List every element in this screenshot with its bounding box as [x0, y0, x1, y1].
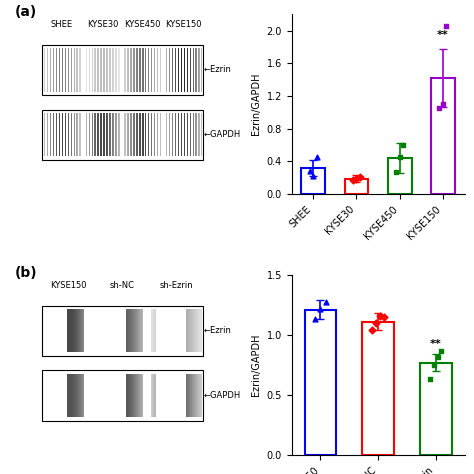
- Text: **: **: [430, 339, 442, 349]
- Point: [396, 154, 403, 161]
- Bar: [420, 363, 452, 455]
- Bar: [388, 158, 411, 194]
- Point: [356, 173, 364, 181]
- Text: KYSE150: KYSE150: [50, 281, 87, 290]
- Bar: [301, 168, 325, 194]
- Point: [373, 319, 380, 327]
- Point: [392, 168, 400, 176]
- Point: [313, 153, 320, 160]
- Point: [426, 376, 434, 383]
- Point: [430, 361, 438, 369]
- Bar: [42, 109, 203, 160]
- Bar: [362, 322, 394, 455]
- Point: [322, 298, 330, 305]
- Text: **: **: [437, 29, 449, 39]
- Text: sh-Ezrin: sh-Ezrin: [160, 281, 193, 290]
- Point: [434, 353, 441, 360]
- Bar: [42, 45, 203, 95]
- Y-axis label: Ezrin/GAPDH: Ezrin/GAPDH: [251, 73, 261, 136]
- Bar: [42, 306, 203, 356]
- Y-axis label: Ezrin/GAPDH: Ezrin/GAPDH: [251, 334, 261, 396]
- Point: [349, 176, 357, 184]
- Text: sh-NC: sh-NC: [110, 281, 135, 290]
- Point: [400, 141, 407, 149]
- Bar: [42, 371, 203, 421]
- Point: [376, 312, 384, 319]
- Point: [439, 100, 447, 108]
- Point: [306, 167, 314, 175]
- Point: [443, 23, 450, 30]
- Point: [311, 316, 319, 323]
- Point: [353, 175, 360, 182]
- Text: KYSE450: KYSE450: [125, 19, 161, 28]
- Point: [436, 104, 443, 112]
- Text: SHEE: SHEE: [51, 19, 73, 28]
- Text: ←GAPDH: ←GAPDH: [203, 130, 241, 139]
- Text: ←GAPDH: ←GAPDH: [203, 391, 241, 400]
- Text: (a): (a): [15, 5, 37, 19]
- Text: ←Ezrin: ←Ezrin: [203, 65, 231, 74]
- Point: [380, 313, 388, 321]
- Point: [368, 327, 376, 334]
- Text: KYSE150: KYSE150: [165, 19, 201, 28]
- Text: (b): (b): [15, 266, 38, 280]
- Bar: [305, 310, 336, 455]
- Bar: [345, 179, 368, 194]
- Bar: [431, 78, 455, 194]
- Point: [310, 173, 317, 180]
- Text: ←Ezrin: ←Ezrin: [203, 327, 231, 336]
- Point: [438, 347, 445, 355]
- Point: [317, 305, 324, 312]
- Text: KYSE30: KYSE30: [87, 19, 118, 28]
